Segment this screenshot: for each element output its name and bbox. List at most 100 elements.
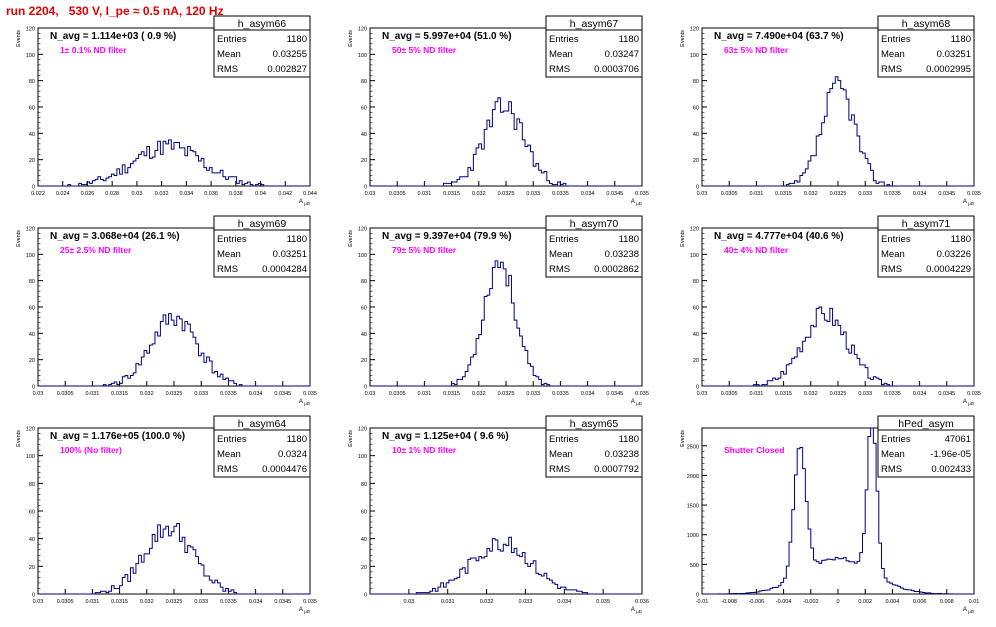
stats-key: Mean (217, 449, 241, 460)
navg-box (705, 229, 883, 242)
y-tick-label: 1500 (687, 504, 699, 510)
x-tick-label: -0.008 (721, 599, 737, 605)
filter-label: 79± 5% ND filter (392, 245, 457, 255)
y-tick-label: 20 (29, 158, 35, 164)
y-tick-label: 120 (26, 227, 35, 233)
x-tick-label: 0.04 (255, 191, 266, 197)
y-tick-label: 0 (32, 385, 35, 391)
stats-value: 1180 (619, 434, 639, 445)
x-tick-label: 0.03 (33, 599, 44, 605)
stats-value: 1180 (951, 34, 971, 45)
stats-key: Mean (881, 449, 905, 460)
stats-value: 0.03255 (273, 49, 307, 60)
stats-box (545, 215, 643, 278)
x-tick-label: 0.03 (697, 191, 708, 197)
stats-box (213, 15, 311, 78)
x-tick-label: 0.036 (204, 191, 218, 197)
stats-value: 0.03238 (605, 449, 639, 460)
stats-value: 1180 (287, 34, 307, 45)
x-tick-label: 0.0305 (57, 599, 74, 605)
y-tick-label: 80 (29, 279, 35, 285)
y-tick-label: 60 (361, 106, 367, 112)
x-tick-label: 0.033 (858, 391, 872, 397)
stats-key: Entries (217, 34, 247, 45)
stats-value: 0.0324 (278, 449, 307, 460)
y-tick-label: 60 (361, 510, 367, 516)
y-axis-title: Events (348, 430, 354, 447)
x-axis-title-sub: μD (967, 201, 975, 206)
filter-label: 10± 1% ND filter (392, 445, 457, 455)
x-tick-label: 0.0315 (775, 191, 792, 197)
stats-value: 0.002433 (931, 464, 971, 475)
x-tick-label: 0.0315 (443, 391, 460, 397)
stats-key: RMS (217, 464, 238, 475)
x-tick-label: 0.022 (31, 191, 45, 197)
stats-key: Mean (549, 49, 573, 60)
filter-label: 63± 5% ND filter (724, 45, 789, 55)
stats-key: RMS (549, 264, 570, 275)
navg-label: N_avg = 4.777e+04 (40.6 %) (714, 231, 844, 242)
y-axis-title: Events (16, 30, 22, 47)
y-tick-label: 80 (693, 79, 699, 85)
histogram-panel-h-asym64: 0 20 40 60 80 100 120 0.03 0.0305 0.031 0.0315 0.03… (0, 414, 332, 622)
histogram-line (702, 427, 974, 595)
x-tick-label: 0.002 (858, 599, 872, 605)
x-tick-label: 0.01 (969, 599, 980, 605)
stats-box (213, 415, 311, 478)
y-tick-label: 80 (361, 279, 367, 285)
stats-value: 0.0002995 (926, 64, 971, 75)
stats-value: 0.03251 (937, 49, 971, 60)
y-tick-label: 100 (358, 253, 367, 259)
x-tick-label: 0.032 (804, 191, 818, 197)
stats-key: Entries (549, 34, 579, 45)
navg-box (41, 29, 219, 42)
histogram-panel-h-asym69: 0 20 40 60 80 100 120 0.03 0.0305 0.031 0.0315 0.03… (0, 214, 332, 414)
y-tick-label: 40 (29, 132, 35, 138)
y-tick-label: 120 (690, 227, 699, 233)
x-axis-title: A μD (963, 199, 975, 206)
x-tick-label: 0.0315 (443, 191, 460, 197)
stats-value: 0.0004229 (926, 264, 971, 275)
stats-title: h_asym67 (570, 18, 619, 30)
navg-label: N_avg = 1.176e+05 (100.0 %) (50, 431, 185, 442)
y-tick-label: 40 (29, 332, 35, 338)
x-tick-label: 0.0315 (775, 391, 792, 397)
histogram-line (702, 76, 974, 187)
x-axis-title-base: A (631, 399, 635, 405)
x-tick-label: 0.034 (249, 391, 263, 397)
histogram-panel-h-asym65: 0 20 40 60 80 100 120 0.03 0.031 0.032 0.033 0.034 0… (332, 414, 664, 622)
x-tick-label: 0.034 (179, 191, 193, 197)
y-tick-label: 100 (690, 253, 699, 259)
y-axis-title: Events (348, 30, 354, 47)
y-tick-label: 0 (696, 593, 699, 599)
x-tick-label: -0.004 (776, 599, 792, 605)
stats-value: 0.002827 (267, 64, 307, 75)
x-tick-label: 0.008 (940, 599, 954, 605)
x-tick-label: 0.026 (81, 191, 95, 197)
x-tick-label: 0.031 (750, 391, 764, 397)
x-axis-title: A μD (631, 399, 643, 406)
x-tick-label: 0.028 (105, 191, 119, 197)
x-axis-title-base: A (963, 399, 967, 405)
x-axis-title: A μD (631, 607, 643, 614)
navg-label: N_avg = 1.114e+03 ( 0.9 %) (50, 31, 176, 42)
y-tick-label: 0 (364, 593, 367, 599)
x-tick-label: 0.024 (56, 191, 70, 197)
x-axis-title-sub: μD (635, 401, 643, 406)
x-axis-title-base: A (963, 607, 967, 613)
navg-label: N_avg = 3.068e+04 (26.1 %) (50, 231, 180, 242)
y-tick-label: 60 (361, 306, 367, 312)
y-tick-label: 1000 (687, 533, 699, 539)
stats-key: RMS (217, 64, 238, 75)
y-tick-label: 40 (361, 132, 367, 138)
y-tick-label: 0 (696, 185, 699, 191)
stats-box (545, 415, 643, 478)
x-tick-label: 0.042 (278, 191, 292, 197)
stats-value: 0.0002862 (594, 264, 639, 275)
filter-label: 100% (No filter) (60, 445, 122, 455)
x-tick-label: 0.032 (140, 391, 154, 397)
x-axis-title-sub: μD (303, 401, 311, 406)
x-tick-label: 0.032 (155, 191, 169, 197)
x-tick-label: 0.0325 (830, 191, 847, 197)
y-tick-label: 80 (29, 482, 35, 488)
